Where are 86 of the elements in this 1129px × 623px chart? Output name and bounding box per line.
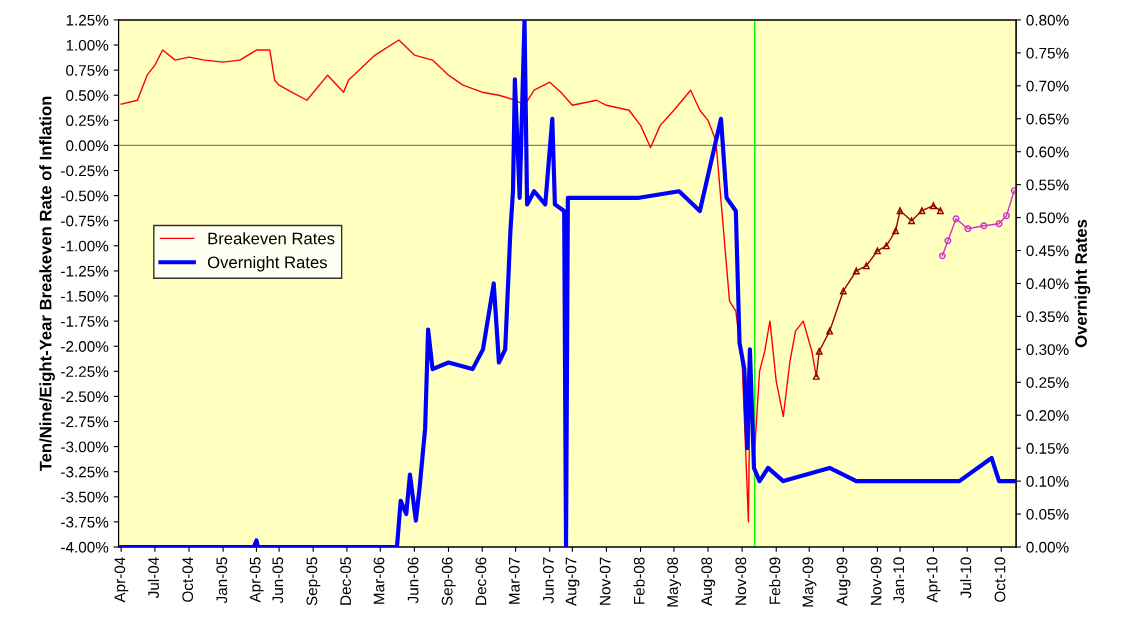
y2-tick-label: 0.10% [1026, 475, 1069, 487]
x-tick-label: Jun-07 [543, 557, 554, 604]
x-tick-label: Jun-05 [272, 557, 284, 604]
legend-label: Breakeven Rates [208, 232, 335, 245]
y2-tick-label: 0.40% [1026, 278, 1069, 290]
y-tick-label: 0.75% [66, 65, 109, 76]
y2-tick-label: 0.65% [1026, 113, 1069, 125]
x-tick-label: Feb-09 [769, 557, 781, 604]
point [938, 252, 946, 260]
y-tick-label: -2.75% [61, 416, 109, 428]
y2-tick-label: 0.25% [1026, 377, 1069, 388]
x-tick-label: Sep-05 [306, 557, 321, 606]
x-tick-label: Apr-04 [114, 557, 129, 603]
x-tick-label: Jan-05 [216, 557, 228, 604]
y-tick-label: -0.75% [61, 215, 109, 227]
point [896, 207, 904, 215]
point [964, 225, 972, 233]
x-tick-label: Mar-07 [508, 557, 520, 604]
y-tick-label: -3.00% [61, 441, 109, 453]
point [929, 202, 937, 210]
x-tick-label: Apr-05 [249, 557, 264, 603]
x-tick-label: Nov-08 [735, 557, 747, 605]
x-tick-label: Feb-08 [633, 557, 645, 604]
y-axis-title: Ten/Nine/Eight-Year Breakeven Rate of Inflation [39, 96, 55, 472]
y-tick-label: -1.50% [61, 290, 109, 302]
point [1002, 212, 1010, 220]
y2-tick-label: 0.35% [1026, 311, 1069, 323]
y-tick-label: -3.50% [61, 491, 109, 503]
y-tick-label: -2.00% [61, 341, 109, 352]
x-tick-label: Dec-06 [475, 557, 487, 605]
x-tick-label: Jul-04 [147, 557, 159, 599]
y-tick-label: -3.75% [61, 516, 109, 528]
x-tick-label: Mar-06 [373, 557, 385, 604]
point [936, 207, 944, 215]
point [918, 207, 926, 215]
x-tick-label: Jul-10 [960, 557, 972, 599]
x-tick-label: Jun-06 [407, 557, 419, 604]
y2-tick-label: 0.70% [1026, 80, 1069, 92]
point [815, 347, 823, 355]
y-tick-label: -0.50% [61, 190, 109, 202]
x-tick-label: Dec-05 [340, 557, 352, 605]
point [980, 222, 988, 230]
legend-label: Overnight Rates [207, 256, 327, 272]
x-tick-label: Aug-08 [701, 557, 716, 606]
y2-tick-label: 0.50% [1026, 212, 1069, 224]
x-tick-label: Apr-10 [926, 557, 941, 603]
x-tick-label: Aug-09 [836, 557, 851, 606]
x-tick-label: Aug-07 [565, 557, 580, 606]
y2-axis-title: Overnight Rates [1074, 219, 1091, 348]
y-tick-label: 1.25% [66, 14, 109, 26]
y2-tick-label: 0.80% [1026, 14, 1069, 26]
y-tick-label: 1.00% [66, 39, 109, 51]
y-tick-label: -4.00% [61, 541, 109, 553]
point [952, 215, 960, 223]
x-tick-label: May-09 [802, 557, 817, 607]
y2-tick-label: 0.45% [1026, 245, 1069, 257]
y-tick-label: -1.75% [61, 316, 109, 327]
y2-tick-label: 0.20% [1026, 410, 1069, 421]
x-tick-label: Sep-06 [441, 557, 456, 606]
y-tick-label: -1.25% [61, 265, 109, 277]
y2-tick-label: 0.60% [1026, 146, 1069, 158]
point [826, 327, 834, 335]
point [908, 217, 916, 225]
y-tick-label: -0.25% [61, 165, 109, 177]
x-tick-label: May-08 [667, 557, 682, 607]
x-tick-label: Jan-10 [893, 557, 905, 604]
y2-tick-label: 0.75% [1026, 47, 1069, 59]
y2-tick-label: 0.05% [1026, 508, 1069, 520]
y-tick-label: -2.50% [61, 391, 109, 403]
x-tick-label: Nov-07 [599, 557, 611, 605]
point [812, 372, 820, 380]
y-tick-label: -2.25% [61, 366, 109, 377]
point [995, 220, 1003, 228]
y2-tick-label: 0.30% [1026, 344, 1069, 356]
y2-tick-label: 0.15% [1026, 443, 1069, 454]
y2-tick-label: 0.00% [1026, 541, 1069, 553]
point [944, 237, 952, 245]
y-tick-label: -3.25% [61, 466, 109, 478]
y-tick-label: -1.00% [61, 240, 109, 252]
x-tick-label: Oct-10 [994, 557, 1006, 602]
x-tick-label: Oct-04 [182, 557, 194, 602]
x-tick-label: Nov-09 [870, 557, 882, 605]
y-tick-label: 0.25% [66, 115, 109, 127]
y-tick-label: 0.00% [66, 140, 109, 152]
y2-tick-label: 0.55% [1026, 179, 1069, 191]
y-tick-label: 0.50% [66, 90, 109, 101]
